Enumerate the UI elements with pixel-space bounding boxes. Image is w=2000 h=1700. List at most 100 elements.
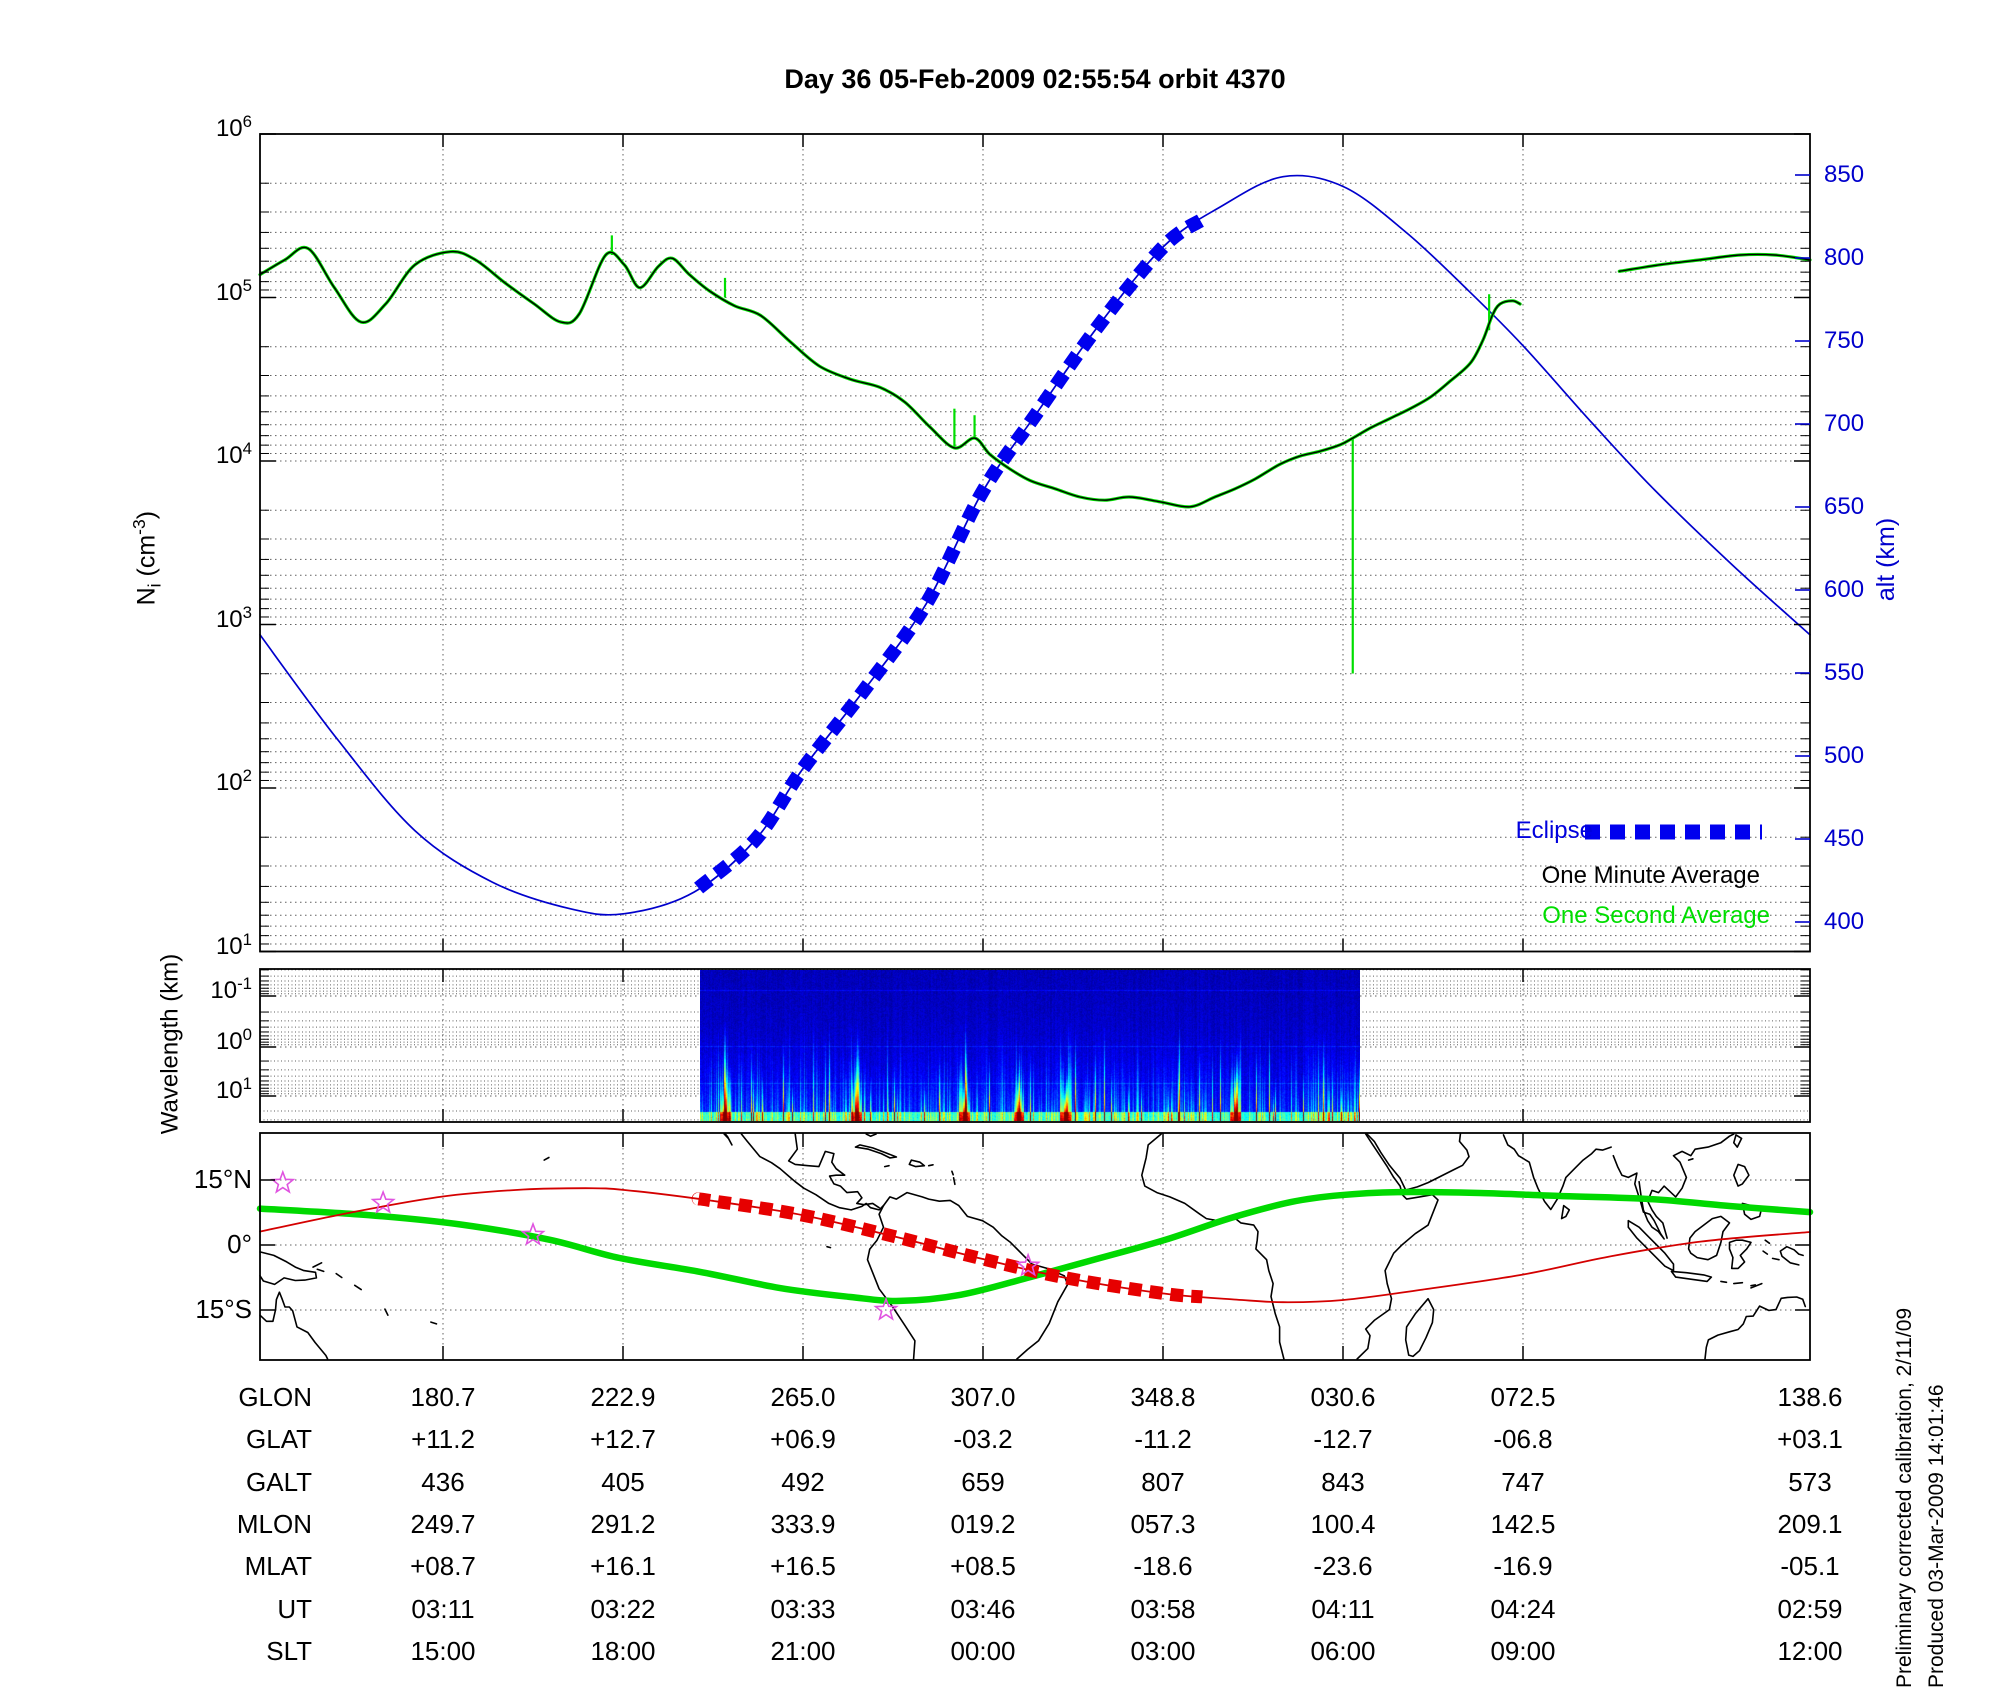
table-cell-GALT-3: 659 (961, 1466, 1005, 1497)
plot-path (787, 1133, 880, 1209)
spectrogram-image (700, 970, 1360, 1121)
table-cell-GLAT-2: +06.9 (770, 1424, 836, 1455)
table-cell-MLAT-7: -05.1 (1780, 1551, 1840, 1582)
table-cell-MLAT-5: -23.6 (1313, 1551, 1373, 1582)
table-cell-GLON-1: 222.9 (590, 1382, 656, 1412)
table-cell-GALT-2: 492 (781, 1466, 825, 1497)
table-cell-GLON-5: 030.6 (1310, 1382, 1376, 1412)
ground-station-star (270, 1169, 296, 1194)
table-cell-GLAT-3: -03.2 (953, 1424, 1013, 1455)
table-cell-GLAT-6: -06.8 (1493, 1424, 1553, 1455)
table-cell-GALT-5: 843 (1321, 1466, 1365, 1497)
table-cell-MLAT-1: +16.1 (590, 1551, 656, 1582)
table-cell-GLAT-5: -12.7 (1313, 1424, 1373, 1455)
table-cell-SLT-3: 00:00 (950, 1635, 1016, 1666)
plot-path (1560, 1204, 1571, 1220)
plot-path (1141, 1133, 1285, 1360)
table-cell-MLAT-0: +08.7 (410, 1551, 476, 1582)
plot-path (1704, 1296, 1807, 1360)
plot-path (1733, 1281, 1744, 1285)
table-cell-GALT-6: 747 (1501, 1466, 1545, 1497)
ytick-left-10e4: 104 (215, 439, 252, 469)
table-cell-MLON-1: 291.2 (590, 1508, 656, 1539)
table-cell-MLAT-2: +16.5 (770, 1551, 836, 1582)
table-cell-MLAT-6: -16.9 (1493, 1551, 1553, 1582)
table-cell-MLON-5: 100.4 (1310, 1508, 1376, 1539)
ground-station-star (1015, 1252, 1041, 1277)
table-cell-UT-6: 04:24 (1490, 1593, 1556, 1624)
table-cell-SLT-4: 03:00 (1130, 1635, 1196, 1666)
plot-path (1356, 1133, 1439, 1360)
plot-path (826, 1245, 832, 1249)
table-cell-GLON-6: 072.5 (1490, 1382, 1556, 1412)
ni-label-sup: -3 (129, 519, 150, 535)
ground-station-star (520, 1221, 546, 1246)
table-cell-GLON-2: 265.0 (770, 1382, 836, 1412)
plot-path (316, 1268, 325, 1273)
wavelength-tick-10e-1: 10-1 (210, 974, 252, 1004)
plot-path (430, 1321, 438, 1325)
table-row-label-GALT: GALT (246, 1466, 312, 1497)
plot-path (1750, 1282, 1763, 1289)
table-cell-GALT-7: 573 (1788, 1466, 1832, 1497)
table-cell-UT-7: 02:59 (1777, 1593, 1843, 1624)
table-cell-GLON-7: 138.6 (1777, 1382, 1843, 1412)
plot-path (1762, 1250, 1769, 1255)
plot-path (1733, 1134, 1743, 1148)
ytick-right-500: 500 (1824, 742, 1865, 769)
table-cell-UT-5: 04:11 (1311, 1593, 1375, 1624)
map-lat-tick-1: 0° (227, 1229, 252, 1259)
table-cell-GLAT-4: -11.2 (1134, 1424, 1192, 1455)
plot-path (1502, 1134, 1612, 1211)
plot-path (353, 1284, 362, 1291)
plot-path (1750, 1284, 1757, 1287)
plot-path (259, 246, 1521, 508)
table-cell-SLT-2: 21:00 (770, 1635, 836, 1666)
table-cell-MLAT-3: +08.5 (950, 1551, 1016, 1582)
ytick-right-550: 550 (1824, 659, 1865, 686)
y-axis-label-altitude: alt (km) (1872, 517, 1901, 602)
table-cell-MLON-7: 209.1 (1777, 1508, 1843, 1539)
plot-path (927, 1164, 934, 1167)
legend-one-minute-label: One Minute Average (1541, 862, 1760, 889)
table-row-label-GLON: GLON (238, 1382, 312, 1412)
ytick-right-600: 600 (1824, 576, 1865, 603)
plot-path (1612, 1154, 1665, 1240)
map-lat-tick-2: 15°S (195, 1294, 252, 1324)
ni-label-end: ) (132, 510, 161, 520)
plot-path (882, 1191, 1069, 1360)
panel-border (259, 133, 1811, 953)
ytick-left-10e6: 106 (215, 112, 252, 142)
plot-path (908, 1159, 926, 1168)
ground-station-star (873, 1296, 899, 1321)
plot-path (1687, 1215, 1731, 1261)
plot-path (865, 1133, 877, 1137)
plot-path (1404, 1297, 1435, 1358)
plot-path (259, 1291, 329, 1360)
table-cell-UT-1: 03:22 (590, 1593, 656, 1624)
table-row-label-UT: UT (277, 1593, 312, 1624)
map-lat-tick-0: 15°N (193, 1164, 252, 1194)
plot-path (1728, 1239, 1752, 1270)
plot-path (1366, 1133, 1470, 1191)
ground-station-star (370, 1189, 396, 1214)
table-cell-GLON-3: 307.0 (950, 1382, 1016, 1412)
ytick-right-400: 400 (1824, 908, 1865, 935)
ytick-left-10e5: 105 (215, 276, 252, 306)
table-cell-UT-2: 03:33 (770, 1593, 836, 1624)
table-cell-GLAT-0: +11.2 (411, 1424, 475, 1455)
table-cell-GLAT-7: +03.1 (1777, 1424, 1843, 1455)
plot-path (1617, 252, 1812, 273)
table-cell-MLON-6: 142.5 (1490, 1508, 1556, 1539)
plot-path (1733, 1163, 1750, 1187)
table-cell-GLON-4: 348.8 (1130, 1382, 1196, 1412)
table-cell-MLAT-4: -18.6 (1133, 1551, 1193, 1582)
table-row-label-GLAT: GLAT (246, 1424, 312, 1455)
table-cell-MLON-0: 249.7 (410, 1508, 476, 1539)
plot-path (866, 1204, 916, 1360)
plot-path (691, 1192, 1203, 1304)
plot-path (543, 1156, 550, 1161)
table-cell-MLON-2: 333.9 (770, 1508, 836, 1539)
plot-path (1670, 1270, 1713, 1283)
